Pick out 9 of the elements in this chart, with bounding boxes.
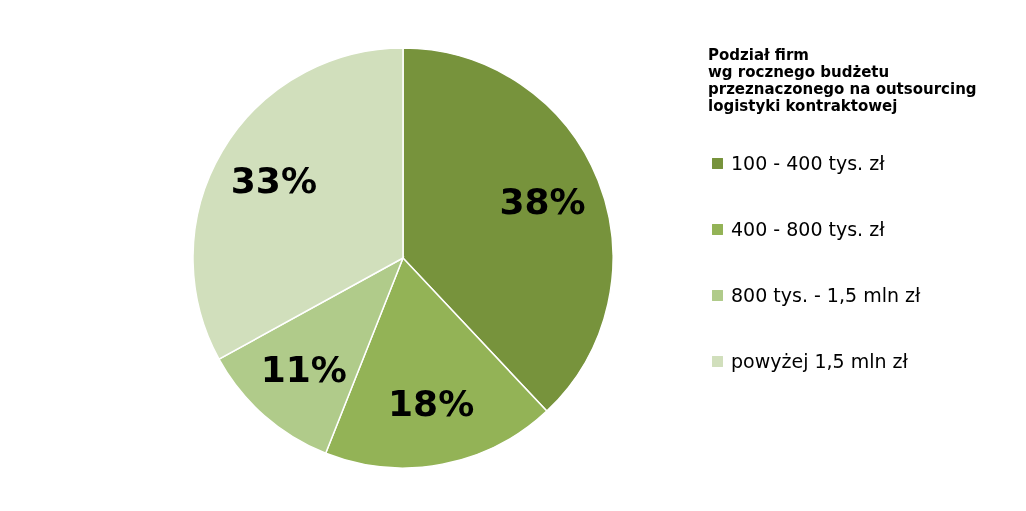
legend-label: 400 - 800 tys. zł xyxy=(731,217,886,240)
data-label: 11% xyxy=(260,348,347,390)
data-label: 38% xyxy=(499,180,586,222)
legend-title: Podział firm wg rocznego budżetu przeznaczonego na outsourcing logistyki kontraktowej xyxy=(708,46,977,115)
legend-label: powyżej 1,5 mln zł xyxy=(731,349,909,372)
legend-label: 100 - 400 tys. zł xyxy=(731,151,886,174)
legend-label: 800 tys. - 1,5 mln zł xyxy=(731,283,921,306)
data-label: 33% xyxy=(230,159,317,201)
data-label: 18% xyxy=(388,383,475,425)
